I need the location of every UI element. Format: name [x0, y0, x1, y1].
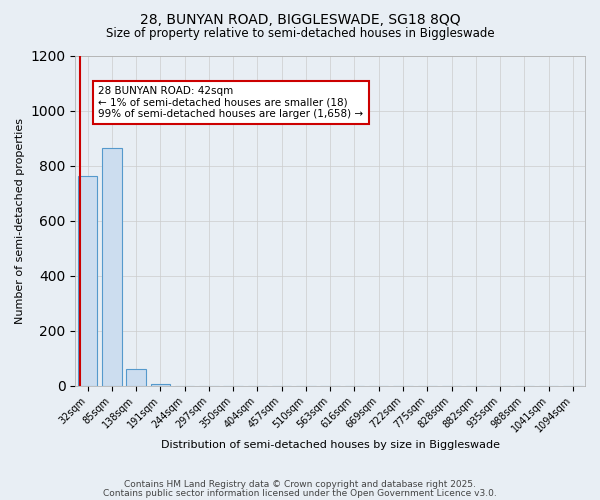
Y-axis label: Number of semi-detached properties: Number of semi-detached properties: [15, 118, 25, 324]
Bar: [127, 369, 146, 386]
Text: Size of property relative to semi-detached houses in Biggleswade: Size of property relative to semi-detach…: [106, 28, 494, 40]
Bar: [78, 176, 97, 386]
X-axis label: Distribution of semi-detached houses by size in Biggleswade: Distribution of semi-detached houses by …: [161, 440, 500, 450]
Text: 28, BUNYAN ROAD, BIGGLESWADE, SG18 8QQ: 28, BUNYAN ROAD, BIGGLESWADE, SG18 8QQ: [140, 12, 460, 26]
Text: Contains public sector information licensed under the Open Government Licence v3: Contains public sector information licen…: [103, 488, 497, 498]
Text: Contains HM Land Registry data © Crown copyright and database right 2025.: Contains HM Land Registry data © Crown c…: [124, 480, 476, 489]
Bar: [151, 384, 170, 386]
Bar: [102, 148, 122, 386]
Text: 28 BUNYAN ROAD: 42sqm
← 1% of semi-detached houses are smaller (18)
99% of semi-: 28 BUNYAN ROAD: 42sqm ← 1% of semi-detac…: [98, 86, 364, 119]
